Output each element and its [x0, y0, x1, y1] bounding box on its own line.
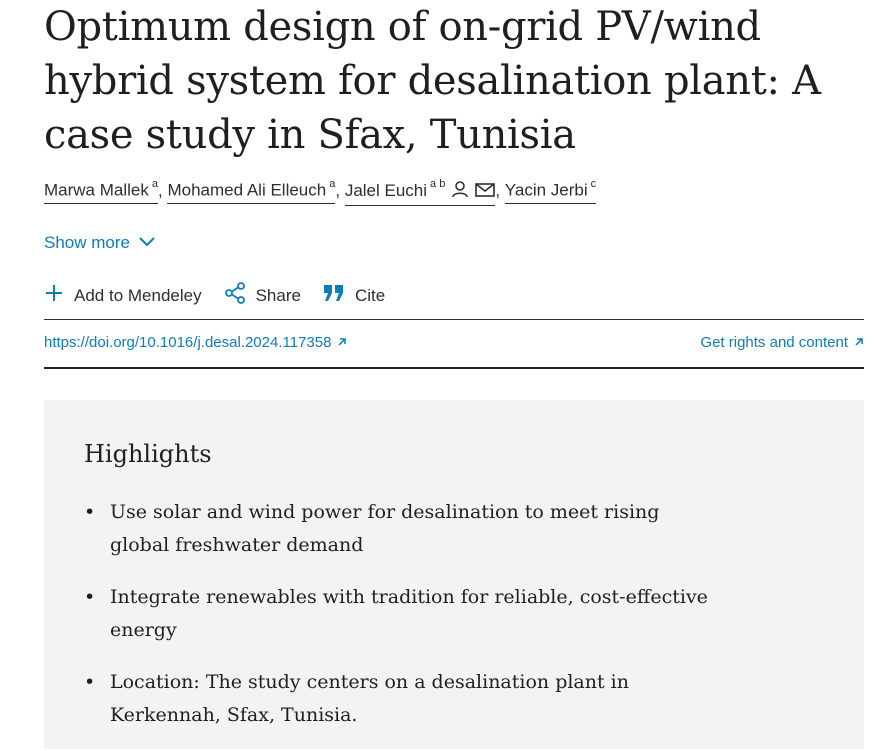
- author-separator: ,: [495, 181, 501, 200]
- doi-text: https://doi.org/10.1016/j.desal.2024.117…: [44, 334, 332, 351]
- external-link-icon: [854, 334, 864, 351]
- list-item: • Location: The study centers on a desali…: [84, 666, 724, 732]
- bullet: •: [84, 501, 96, 523]
- author-link-corresponding[interactable]: Jalel Euchi a b: [344, 178, 496, 206]
- plus-icon: [44, 283, 64, 308]
- share-label: Share: [255, 285, 301, 305]
- author-name: Yacin Jerbi: [504, 181, 588, 200]
- rights-link[interactable]: Get rights and content: [700, 334, 864, 351]
- rights-text: Get rights and content: [700, 334, 848, 351]
- author-name: Jalel Euchi: [344, 181, 428, 200]
- quote-icon: [323, 284, 345, 307]
- chevron-down-icon: [138, 233, 156, 253]
- author-list: Marwa Mallek a, Mohamed Ali Elleuch a, Jal…: [44, 178, 597, 206]
- highlight-text: Integrate renewables with tradition for …: [110, 586, 708, 641]
- author-link[interactable]: Marwa Mallek a: [44, 178, 158, 204]
- highlights-title: Highlights: [84, 440, 212, 468]
- author-link[interactable]: Mohamed Ali Elleuch a: [167, 178, 336, 204]
- highlight-text: Use solar and wind power for desalinatio…: [110, 501, 660, 556]
- external-link-icon: [337, 334, 347, 351]
- highlight-text: Location: The study centers on a desalin…: [110, 671, 629, 726]
- envelope-icon: [475, 182, 496, 203]
- author-separator: ,: [157, 181, 163, 200]
- author-separator: ,: [335, 181, 341, 200]
- show-more-button[interactable]: Show more: [44, 233, 156, 253]
- article-actions: Add to Mendeley Share Cite: [44, 282, 385, 309]
- show-more-label: Show more: [44, 233, 130, 252]
- author-affiliation: a: [329, 178, 336, 191]
- mendeley-label: Add to Mendeley: [74, 285, 202, 305]
- author-name: Mohamed Ali Elleuch: [167, 181, 327, 200]
- highlights-list: • Use solar and wind power for desalinati…: [84, 496, 724, 751]
- add-to-mendeley-button[interactable]: Add to Mendeley: [44, 283, 202, 308]
- person-icon: [451, 180, 469, 203]
- list-item: • Integrate renewables with tradition for…: [84, 581, 724, 647]
- divider: [44, 319, 864, 320]
- author-link[interactable]: Yacin Jerbi c: [504, 178, 597, 204]
- cite-label: Cite: [354, 285, 386, 305]
- divider: [44, 367, 864, 369]
- bullet: •: [84, 671, 96, 693]
- doi-link[interactable]: https://doi.org/10.1016/j.desal.2024.117…: [44, 334, 347, 351]
- cite-button[interactable]: Cite: [323, 284, 385, 307]
- highlights-panel: Highlights • Use solar and wind power for…: [44, 400, 864, 749]
- article-title: Optimum design of on-grid PV/wind hybrid…: [44, 4, 821, 158]
- share-icon: [224, 282, 246, 309]
- share-button[interactable]: Share: [224, 282, 301, 309]
- author-affiliation: c: [590, 178, 597, 191]
- author-name: Marwa Mallek: [44, 181, 149, 200]
- author-affiliation: a: [151, 178, 158, 191]
- author-affiliation: a b: [430, 178, 446, 191]
- bullet: •: [84, 586, 96, 608]
- list-item: • Use solar and wind power for desalinati…: [84, 496, 724, 562]
